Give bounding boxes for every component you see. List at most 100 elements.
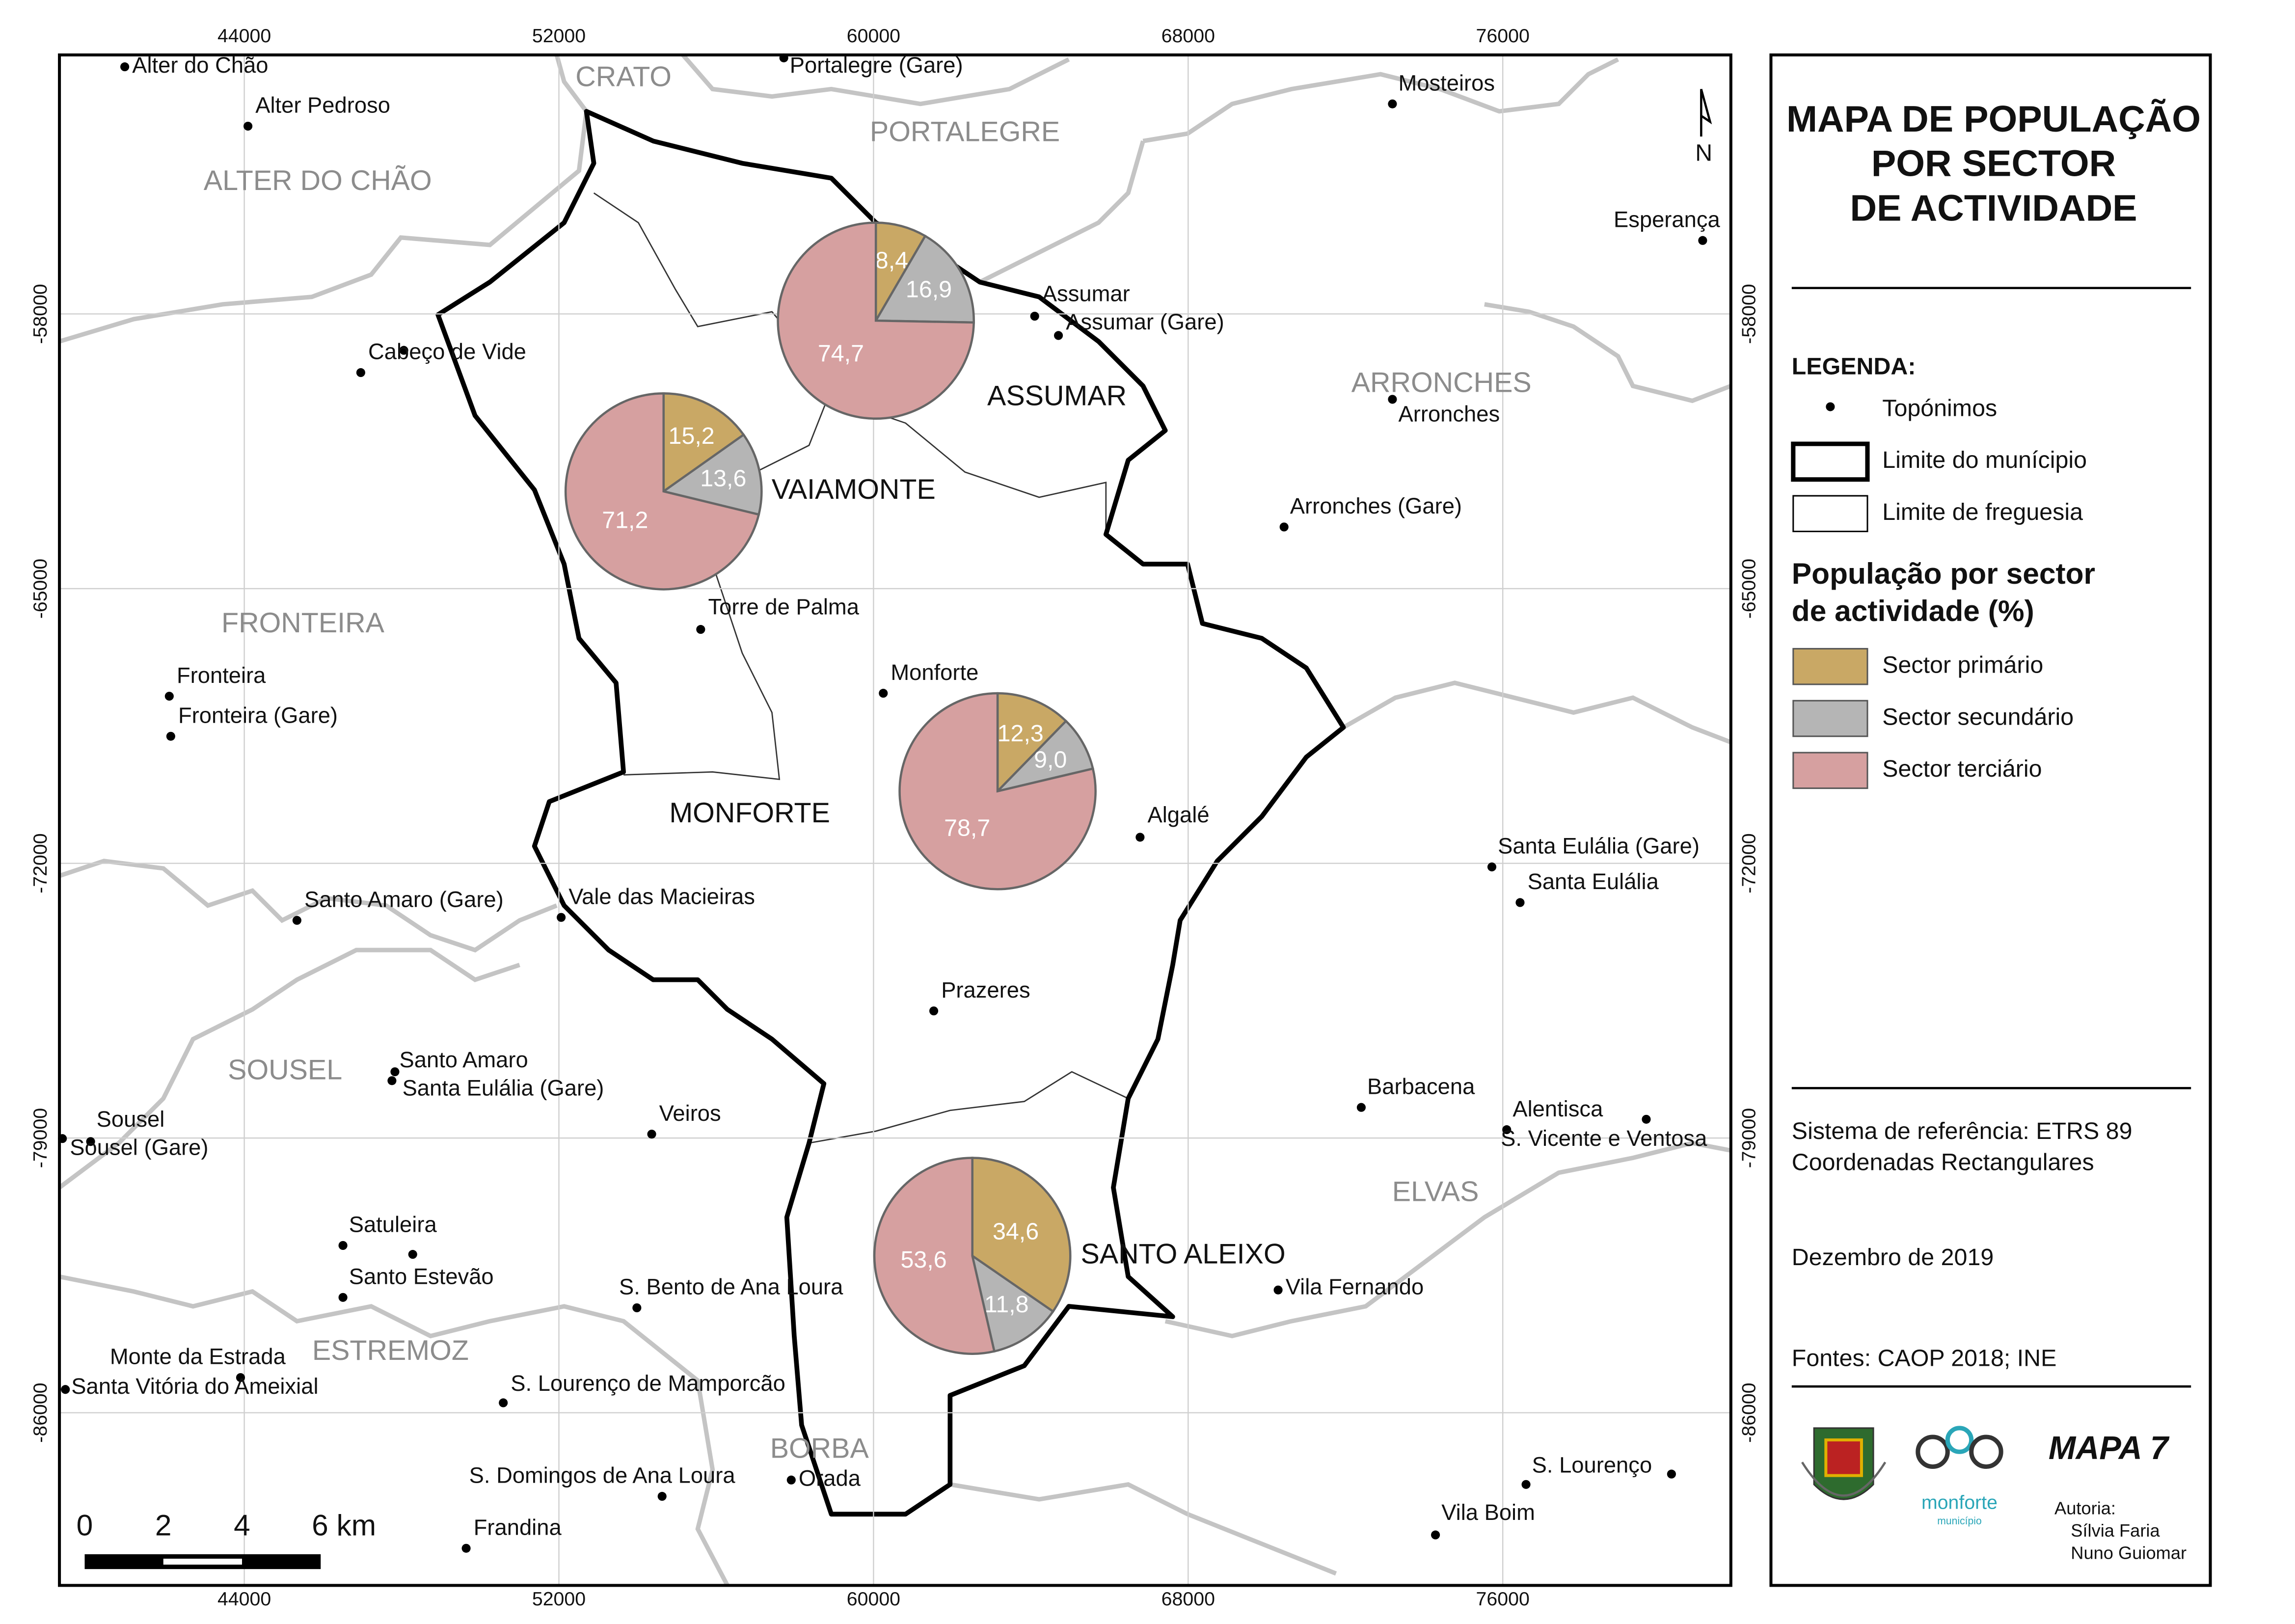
toponym-label: Monte da Estrada: [110, 1344, 286, 1369]
parish-boundary: [831, 397, 1107, 535]
district-boundary: [949, 1482, 1337, 1576]
toponym-dot: [164, 692, 174, 701]
toponym-dot: [58, 1134, 67, 1143]
parish-boundary: [809, 1071, 1129, 1144]
toponym-label: Alentisca: [1512, 1096, 1603, 1121]
legend-label: Sector secundário: [1882, 704, 2074, 730]
authors-label: Autoria:: [2054, 1498, 2116, 1518]
municipality-label: CRATO: [575, 61, 672, 92]
crest-logo: [1801, 1427, 1887, 1500]
y-tick-label: -86000: [29, 1382, 51, 1442]
municipality-label: ARRONCHES: [1351, 367, 1532, 398]
scale-label: 4: [234, 1508, 250, 1542]
legend-label: Sector terciário: [1882, 756, 2042, 782]
toponym-dot: [61, 1385, 70, 1394]
legend-swatch: [1792, 648, 1868, 685]
toponym-label: S. Lourenço: [1532, 1452, 1652, 1477]
map-number: MAPA 7: [2049, 1430, 2170, 1466]
toponym-label: Santo Estevão: [349, 1264, 494, 1289]
y-tick-label: -86000: [1738, 1382, 1760, 1442]
toponym-dot: [166, 731, 175, 741]
municipality-label: ALTER DO CHÃO: [204, 165, 432, 196]
pie-slice: [874, 234, 975, 324]
map-title: DE ACTIVIDADE: [1850, 188, 2137, 229]
toponym-dot: [387, 1076, 397, 1085]
parish-boundaries: [593, 192, 1129, 1144]
y-tick-label: -72000: [29, 833, 51, 893]
panel-frame: [1769, 53, 2212, 1587]
y-tick-label: -58000: [29, 284, 51, 344]
toponym-dot: [1356, 1103, 1366, 1112]
scale-bar-segment: [163, 1558, 243, 1565]
toponym-label: Arronches (Gare): [1290, 493, 1462, 518]
toponym-label: Santa Eulália (Gare): [403, 1075, 604, 1100]
logo-name: monforte: [1921, 1491, 1998, 1513]
toponym-label: Arronches: [1399, 402, 1500, 427]
toponym-label: Cabeço de Vide: [368, 339, 526, 364]
toponym-dot: [779, 53, 788, 62]
toponym-dot: [356, 368, 365, 378]
toponym-dot: [338, 1293, 348, 1302]
toponym-dot: [786, 1475, 796, 1485]
toponym-label: S. Bento de Ana Loura: [619, 1274, 843, 1299]
toponym-dot: [1502, 1125, 1512, 1135]
toponym-label: S. Lourenço de Mamporcão: [511, 1371, 785, 1396]
toponym-label: Portalegre (Gare): [790, 53, 963, 78]
x-tick-label: 52000: [532, 1588, 586, 1610]
district-boundary: [978, 57, 1620, 284]
toponym-dot: [1279, 522, 1289, 532]
toponym-dot: [292, 916, 301, 925]
toponym-dot: [1135, 833, 1145, 842]
toponym-dot: [499, 1398, 508, 1407]
author-name: Nuno Guiomar: [2071, 1543, 2187, 1563]
municipality-boundary: [435, 108, 1346, 1517]
legend-pie-heading: de actividade (%): [1792, 594, 2034, 627]
legend-item: Limite do munícipio: [1882, 447, 2087, 473]
toponym-dot: [390, 1067, 400, 1077]
toponym-label: Santo Amaro: [400, 1047, 528, 1072]
district-boundary: [58, 54, 589, 344]
toponym-dot: [1431, 1530, 1440, 1540]
toponym-label: Fronteira: [177, 663, 266, 688]
logo-ring: [1969, 1435, 2003, 1469]
pie-slice: [873, 1157, 996, 1355]
pie-value-label: 13,6: [700, 465, 746, 491]
toponym-dot: [1487, 862, 1497, 871]
pie-value-label: 78,7: [944, 815, 990, 841]
toponym-dot: [1388, 395, 1397, 404]
toponym-dot: [696, 625, 705, 634]
toponym-label: Algalé: [1148, 802, 1210, 827]
legend-pie-heading: População por sector: [1792, 557, 2095, 590]
y-tick-label: -79000: [29, 1108, 51, 1168]
legend-municipality-symbol: [1791, 441, 1870, 482]
reference-note: Sistema de referência: ETRS 89: [1792, 1118, 2133, 1144]
district-boundary: [58, 947, 520, 1190]
toponym-dot: [1521, 1480, 1531, 1489]
toponym-label: S. Vicente e Ventosa: [1501, 1126, 1707, 1151]
pie-slice: [898, 692, 1097, 891]
pie-value-label: 74,7: [818, 340, 864, 367]
toponym-label: Fronteira (Gare): [178, 703, 338, 728]
logo-ring: [1945, 1426, 1974, 1454]
scale-label: 6 km: [312, 1508, 376, 1542]
x-tick-label: 44000: [217, 1588, 271, 1610]
legend-swatch: [1792, 700, 1868, 737]
toponym-label: Vila Fernando: [1286, 1274, 1424, 1299]
logo-subtitle: município: [1937, 1516, 1982, 1527]
district-boundary: [1164, 1140, 1731, 1339]
extra-dots: [399, 346, 1676, 1479]
toponym-dot: [338, 1241, 348, 1250]
parish-label: VAIAMONTE: [772, 474, 936, 505]
y-tick-label: -72000: [1738, 833, 1760, 893]
sector-legend: Sector primário Sector secundário Sector t…: [1792, 648, 2074, 789]
x-tick-label: 44000: [217, 25, 271, 47]
y-tick-label: -79000: [1738, 1108, 1760, 1168]
side-panel: MAPA DE POPULAÇÃO POR SECTOR DE ACTIVIDA…: [1769, 53, 2212, 1587]
toponym-dot: [557, 913, 566, 922]
map-title: MAPA DE POPULAÇÃO: [1786, 98, 2201, 140]
municipality-label: FRONTEIRA: [221, 607, 385, 639]
parish-boundary: [593, 192, 832, 781]
district-boundary: [58, 859, 558, 953]
